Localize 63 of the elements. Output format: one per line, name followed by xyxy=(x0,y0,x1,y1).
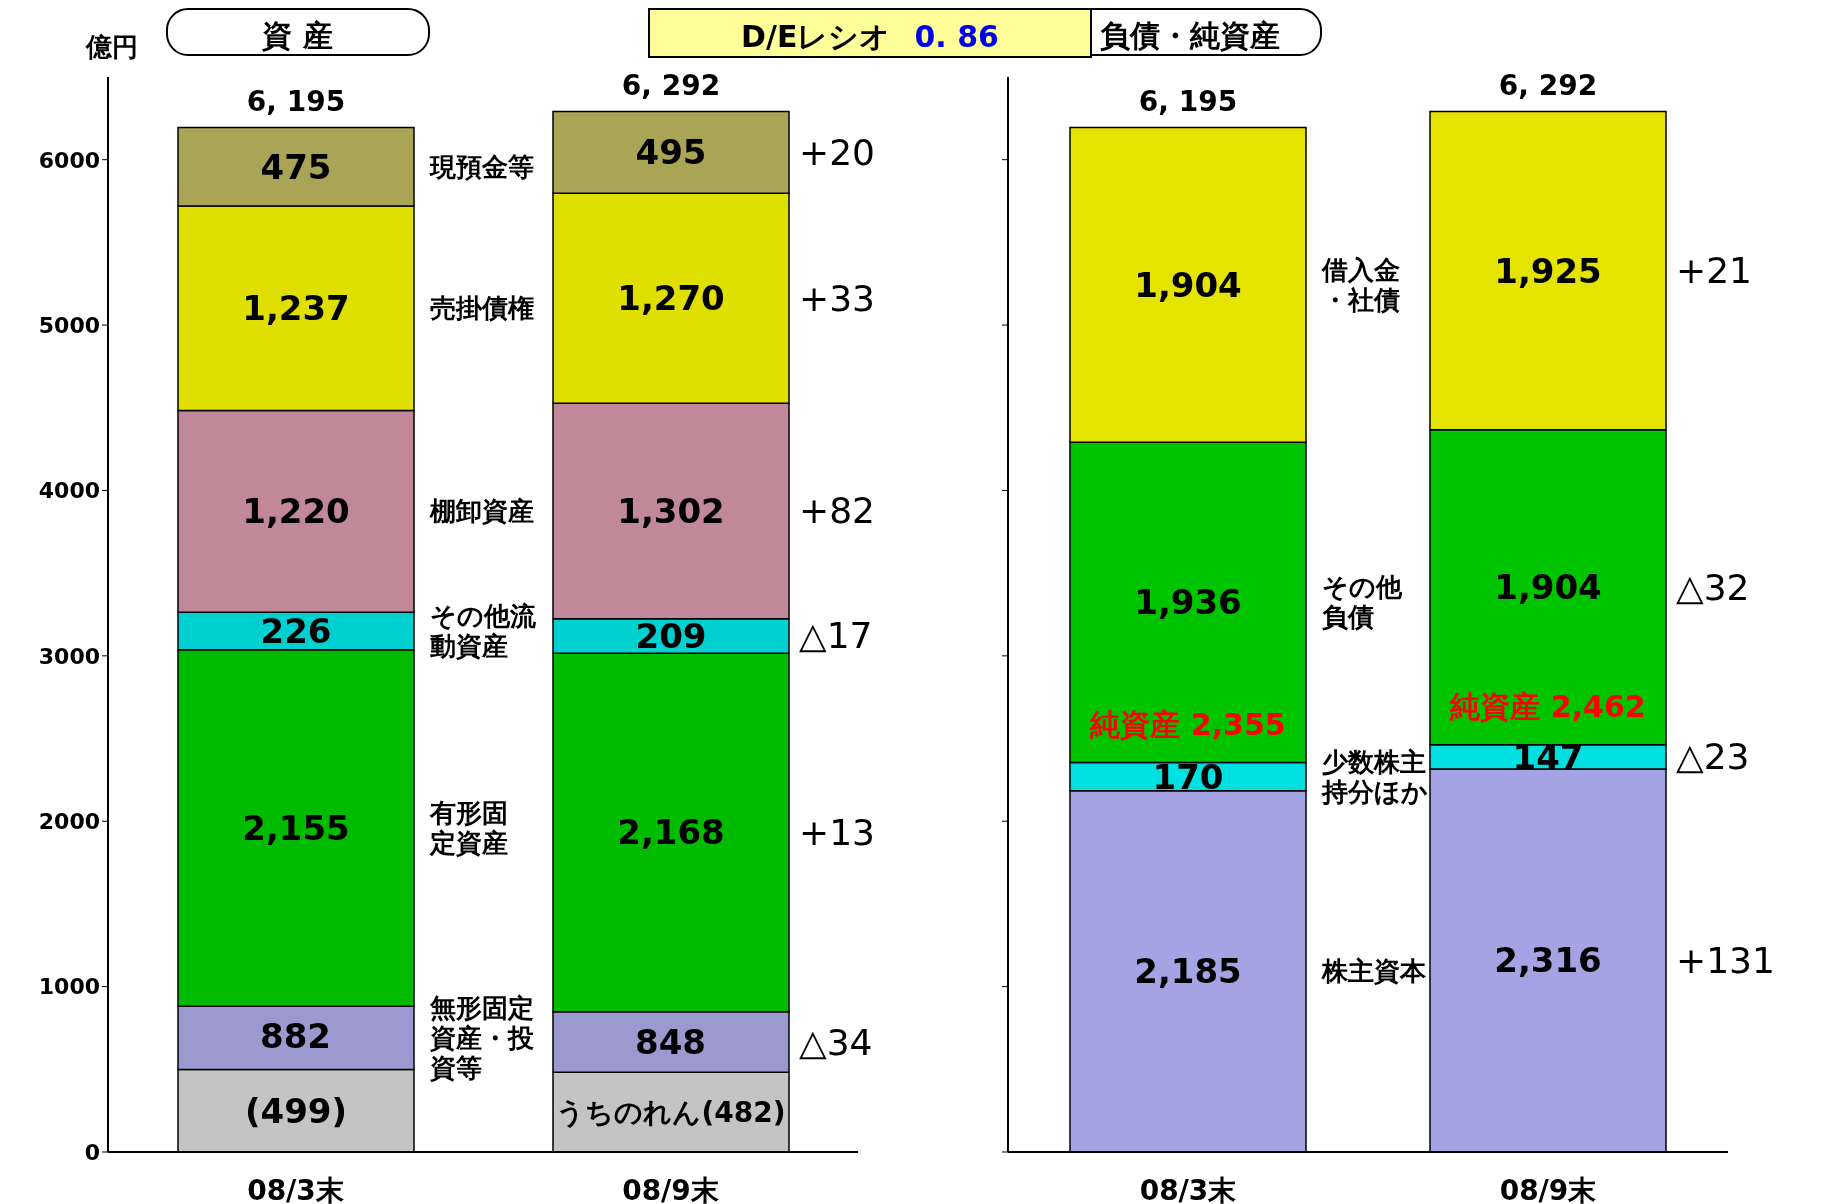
data-label: 147 xyxy=(1512,736,1584,777)
y-tick-label: 1000 xyxy=(38,974,100,1000)
data-label: 1,237 xyxy=(242,288,350,329)
data-label: 170 xyxy=(1152,756,1224,797)
total-label: 6, 292 xyxy=(1498,69,1598,103)
y-tick-label: 4000 xyxy=(38,478,100,504)
series-label: 現預金等 xyxy=(429,151,534,182)
data-label: 1,270 xyxy=(617,278,725,319)
total-label: 6, 292 xyxy=(621,69,721,103)
y-tick-label: 6000 xyxy=(38,147,100,173)
y-tick-label: 5000 xyxy=(38,312,100,338)
annotation: △32 xyxy=(1676,566,1750,608)
y-tick-label: 2000 xyxy=(38,809,100,835)
data-label: 1,904 xyxy=(1494,567,1602,608)
data-label: 1,904 xyxy=(1134,264,1242,305)
series-label: 棚卸資産 xyxy=(429,496,534,527)
series-label: 株主資本 xyxy=(1321,956,1427,987)
data-label: 1,302 xyxy=(617,490,725,531)
data-label: 2,168 xyxy=(617,812,725,853)
annotation: +21 xyxy=(1676,250,1752,292)
series-label: その他流動資産 xyxy=(429,601,537,661)
annotation: +20 xyxy=(799,131,875,173)
total-label: 6, 195 xyxy=(246,85,346,119)
data-label: 226 xyxy=(260,611,332,652)
series-label: 少数株主持分ほか xyxy=(1321,746,1428,807)
annotation: 純資産 2,355 xyxy=(1089,706,1286,742)
y-axis-title: 億円 xyxy=(86,31,138,64)
series-label: 有形固定資産 xyxy=(429,797,508,858)
series-label: 借入金・社債 xyxy=(1321,254,1400,315)
x-tick-label: 08/9末 xyxy=(622,1173,719,1204)
series-label: その他負債 xyxy=(1322,572,1403,633)
data-label: 2,155 xyxy=(242,807,350,848)
annotation: 純資産 2,462 xyxy=(1449,688,1646,724)
data-label: 2,316 xyxy=(1494,940,1602,981)
x-tick-label: 08/3末 xyxy=(247,1173,344,1204)
data-label: 1,220 xyxy=(242,491,350,532)
annotation: △17 xyxy=(799,615,873,657)
annotation: +13 xyxy=(799,811,875,853)
series-label: 無形固定資産・投資等 xyxy=(429,992,534,1083)
annotation: △34 xyxy=(799,1021,873,1063)
annotation: 882 xyxy=(260,1016,331,1057)
data-label: うちのれん(482) xyxy=(556,1095,786,1129)
y-tick-label: 0 xyxy=(84,1139,100,1165)
annotation: △23 xyxy=(1676,736,1750,778)
x-tick-label: 08/3末 xyxy=(1139,1173,1237,1204)
total-label: 6, 195 xyxy=(1138,85,1238,119)
data-label: 475 xyxy=(260,146,332,187)
series-label: 売掛債権 xyxy=(430,293,534,324)
data-label: 495 xyxy=(635,132,707,173)
data-label: 1,936 xyxy=(1134,582,1242,623)
annotation: +131 xyxy=(1676,939,1775,981)
chart-subtitle: D/Eレシオ 0. 86 xyxy=(741,19,999,54)
x-tick-label: 08/9末 xyxy=(1499,1173,1597,1204)
annotation: +33 xyxy=(799,277,875,319)
annotation: +82 xyxy=(799,490,875,532)
y-tick-label: 3000 xyxy=(38,643,100,669)
data-label: 209 xyxy=(635,615,707,656)
data-label: 2,185 xyxy=(1134,951,1242,992)
data-label: (499) xyxy=(244,1090,348,1131)
chart-title: 負債・純資産 xyxy=(1058,8,1322,56)
annotation: 848 xyxy=(635,1021,706,1062)
chart-title: 資 産 xyxy=(165,8,430,56)
data-label: 1,925 xyxy=(1494,250,1602,291)
